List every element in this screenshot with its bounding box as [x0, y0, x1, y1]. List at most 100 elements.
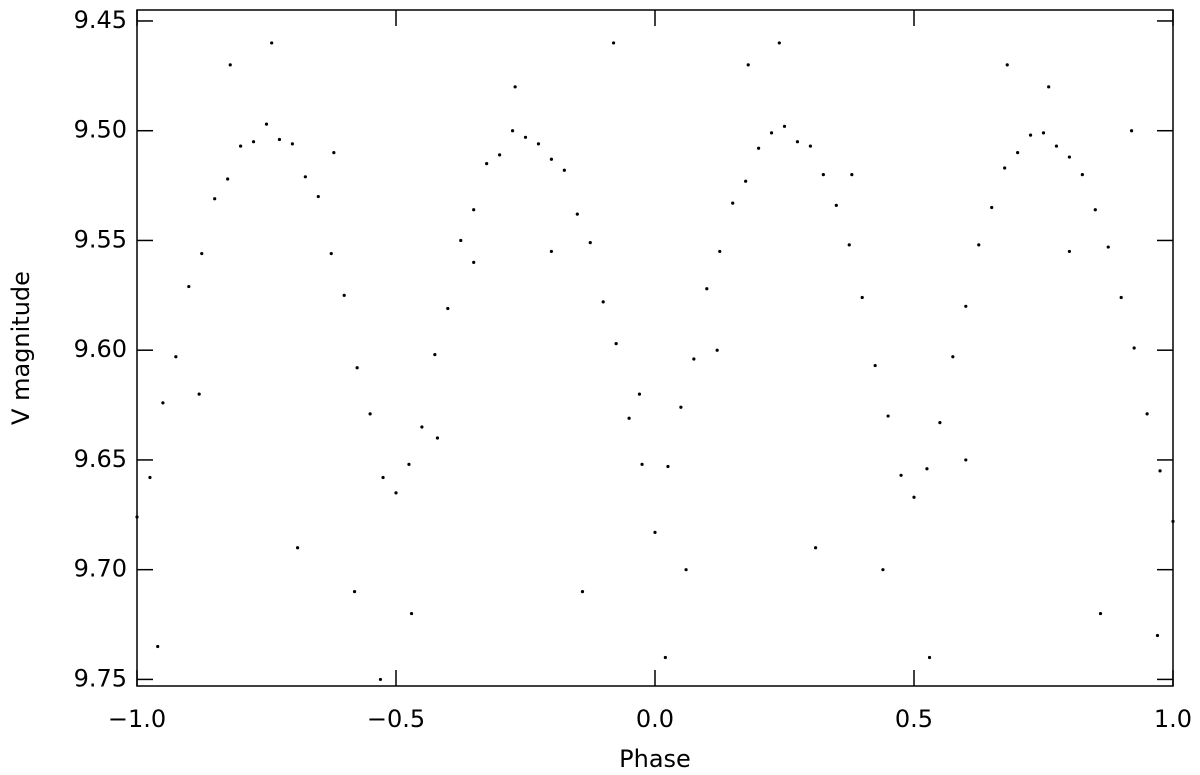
data-point	[270, 41, 274, 45]
data-point	[381, 475, 385, 480]
data-point	[187, 284, 191, 289]
data-point	[614, 342, 618, 346]
data-point	[277, 137, 282, 142]
data-point	[228, 63, 232, 67]
data-point	[562, 168, 566, 172]
data-point	[808, 144, 813, 148]
x-tick-label: −1.0	[108, 705, 166, 733]
data-point	[1016, 151, 1020, 155]
data-point	[757, 146, 761, 150]
x-tick-label: 0.5	[895, 705, 933, 733]
data-point	[925, 467, 929, 471]
data-point	[1003, 166, 1007, 170]
x-axis-label: Phase	[619, 745, 691, 773]
data-point	[523, 135, 528, 139]
data-point	[640, 462, 644, 466]
data-point	[990, 205, 994, 210]
data-point	[1171, 519, 1175, 523]
data-point	[1119, 295, 1123, 300]
data-point	[200, 252, 204, 256]
data-point	[1028, 133, 1033, 137]
data-point	[549, 157, 554, 161]
data-point	[290, 142, 294, 146]
data-point	[1145, 412, 1149, 416]
data-point	[873, 363, 877, 368]
data-point	[303, 175, 307, 179]
data-point	[161, 401, 165, 405]
data-point	[834, 203, 838, 207]
y-axis-label: V magnitude	[7, 271, 35, 425]
y-tick-label: 9.55	[74, 225, 127, 253]
data-point	[264, 122, 269, 126]
data-point	[1106, 245, 1110, 249]
data-point	[420, 425, 424, 429]
data-point	[1129, 129, 1134, 133]
data-point	[1155, 633, 1160, 638]
data-point	[938, 421, 942, 425]
data-point	[409, 611, 414, 616]
data-point	[746, 63, 750, 67]
data-point	[575, 212, 579, 216]
data-point	[637, 392, 642, 396]
data-point	[352, 590, 357, 594]
data-point	[472, 260, 476, 265]
data-point	[394, 491, 398, 495]
x-tick-label: 1.0	[1154, 705, 1192, 733]
data-point	[513, 85, 517, 89]
data-point	[510, 129, 515, 133]
data-point	[964, 458, 968, 462]
data-point	[777, 41, 781, 45]
data-point	[718, 249, 722, 254]
data-point	[886, 414, 890, 418]
data-point	[705, 287, 709, 291]
data-point	[549, 249, 554, 254]
y-tick-label: 9.45	[74, 6, 127, 34]
data-point	[1158, 469, 1162, 473]
data-point	[435, 436, 440, 440]
data-point	[821, 173, 825, 177]
data-point	[847, 243, 851, 247]
data-point	[156, 644, 160, 649]
x-tick-label: 0.0	[636, 705, 674, 733]
data-point	[860, 295, 864, 300]
data-point	[679, 405, 683, 409]
data-point	[1005, 63, 1009, 67]
data-point	[977, 243, 981, 247]
y-tick-label: 9.75	[74, 664, 127, 692]
data-point	[135, 515, 139, 519]
data-point	[663, 655, 667, 660]
y-tick-label: 9.70	[74, 555, 127, 583]
data-point	[433, 352, 437, 357]
data-point	[459, 238, 463, 243]
data-point	[174, 355, 178, 359]
data-point	[1132, 346, 1136, 350]
data-point	[813, 546, 818, 550]
y-tick-label: 9.60	[74, 335, 127, 363]
data-point	[1080, 173, 1084, 177]
data-point	[782, 124, 787, 128]
data-point	[731, 201, 735, 205]
data-point	[684, 568, 688, 572]
y-tick-label: 9.50	[74, 116, 127, 144]
data-point	[332, 151, 336, 155]
data-point	[536, 142, 541, 146]
data-point	[197, 392, 201, 396]
data-point	[239, 144, 243, 148]
data-point	[627, 416, 631, 420]
data-point	[1067, 155, 1071, 159]
data-point	[355, 366, 359, 370]
data-point	[1098, 611, 1103, 616]
data-point	[1093, 208, 1097, 212]
data-point	[329, 252, 333, 256]
data-point	[951, 355, 955, 359]
data-point	[881, 568, 885, 572]
data-point	[213, 197, 217, 201]
data-point	[927, 655, 932, 660]
data-point	[446, 306, 450, 311]
data-point	[769, 131, 774, 135]
data-point	[580, 590, 585, 594]
data-point	[601, 300, 605, 304]
y-tick-label: 9.65	[74, 445, 127, 473]
data-point	[1041, 131, 1046, 135]
